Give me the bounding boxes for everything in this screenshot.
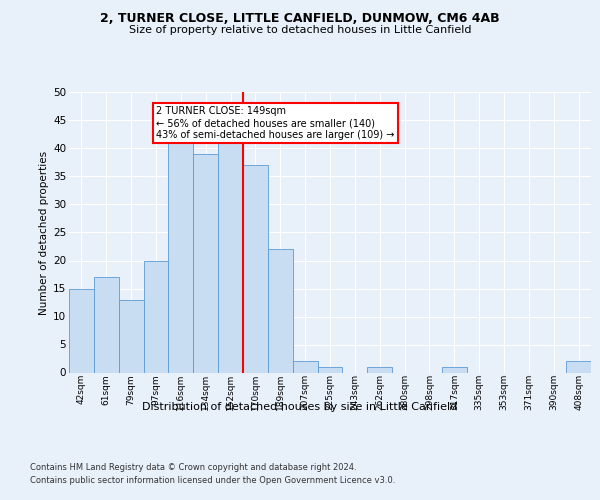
Text: Contains public sector information licensed under the Open Government Licence v3: Contains public sector information licen…	[30, 476, 395, 485]
Text: Contains HM Land Registry data © Crown copyright and database right 2024.: Contains HM Land Registry data © Crown c…	[30, 462, 356, 471]
Bar	[268, 250, 293, 372]
Text: Distribution of detached houses by size in Little Canfield: Distribution of detached houses by size …	[142, 402, 458, 412]
Text: 2, TURNER CLOSE, LITTLE CANFIELD, DUNMOW, CM6 4AB: 2, TURNER CLOSE, LITTLE CANFIELD, DUNMOW…	[100, 12, 500, 26]
Bar	[119, 300, 143, 372]
Bar	[218, 138, 243, 372]
Bar	[169, 143, 193, 372]
Bar	[193, 154, 218, 372]
Y-axis label: Number of detached properties: Number of detached properties	[39, 150, 49, 314]
Bar	[69, 288, 94, 372]
Bar	[143, 260, 169, 372]
Bar	[442, 367, 467, 372]
Bar	[367, 367, 392, 372]
Bar	[566, 362, 591, 372]
Bar	[243, 166, 268, 372]
Text: Size of property relative to detached houses in Little Canfield: Size of property relative to detached ho…	[129, 25, 471, 35]
Bar	[94, 278, 119, 372]
Text: 2 TURNER CLOSE: 149sqm
← 56% of detached houses are smaller (140)
43% of semi-de: 2 TURNER CLOSE: 149sqm ← 56% of detached…	[156, 106, 394, 140]
Bar	[317, 367, 343, 372]
Bar	[293, 362, 317, 372]
